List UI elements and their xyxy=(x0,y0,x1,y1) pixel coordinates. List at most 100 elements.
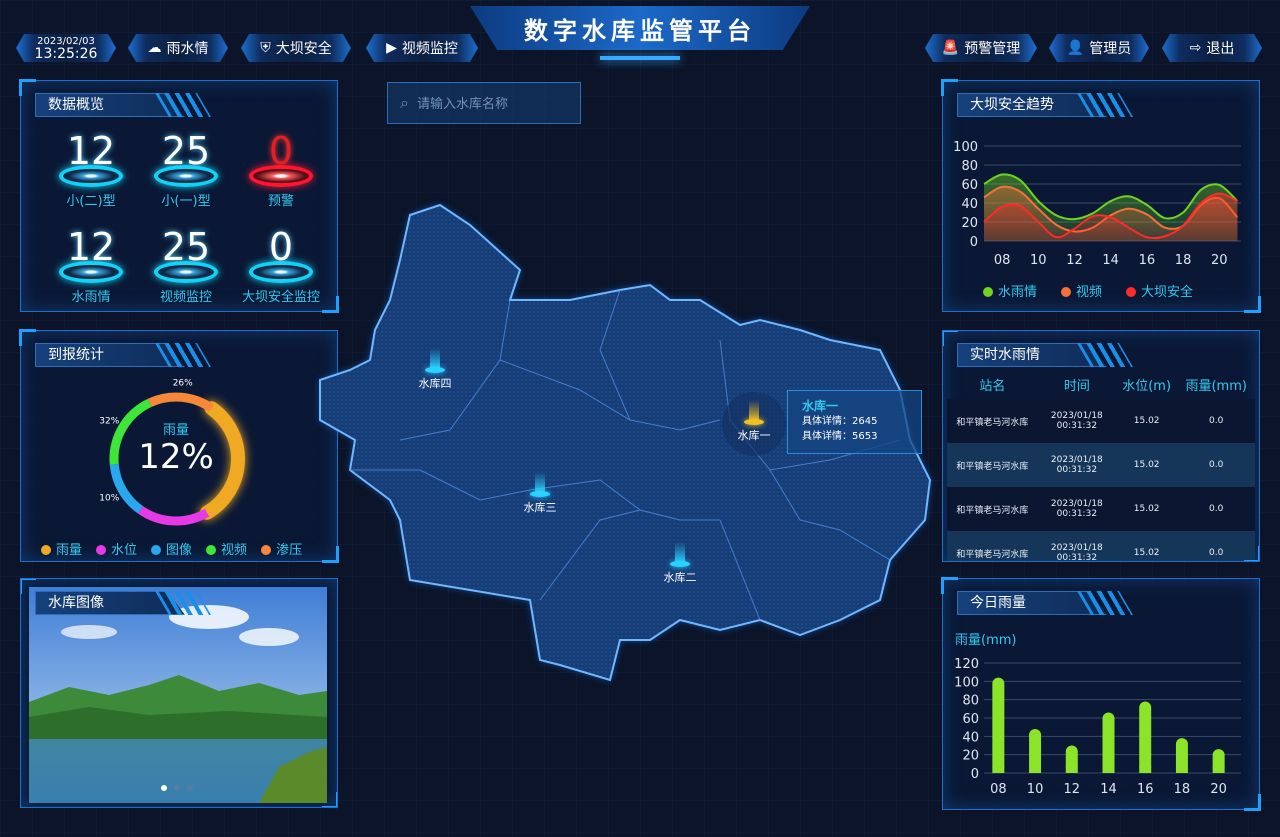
overview-panel: 数据概览 12 小(二)型 25 小(一)型 0 预警 12 水雨情 25 视频监控 0 大坝安全监控 xyxy=(19,79,339,313)
donut-segment[interactable] xyxy=(200,401,245,520)
legend-item: 渗压 xyxy=(261,539,302,558)
table-row[interactable]: 和平镇老马河水库 2023/01/18 00:31:32 15.02 0.0 xyxy=(947,531,1255,561)
stat-card[interactable]: 12 水雨情 xyxy=(46,227,136,305)
table-cell: 0.0 xyxy=(1177,443,1255,487)
stat-ring-icon xyxy=(154,165,218,187)
stat-card[interactable]: 0 大坝安全监控 xyxy=(236,227,326,305)
bar[interactable] xyxy=(992,677,1005,773)
table-cell: 15.02 xyxy=(1115,531,1178,561)
stat-label: 大坝安全监控 xyxy=(241,290,320,305)
legend-item: 雨量 xyxy=(41,539,82,558)
y-tick-label: 100 xyxy=(954,675,979,690)
x-tick-label: 14 xyxy=(1100,782,1117,797)
x-tick-label: 16 xyxy=(1137,782,1154,797)
bar-base xyxy=(1029,767,1042,773)
search-input[interactable] xyxy=(416,95,557,111)
table-row[interactable]: 和平镇老马河水库 2023/01/18 00:31:32 15.02 0.0 xyxy=(947,443,1255,487)
donut-segment[interactable] xyxy=(147,392,215,412)
stat-ring-icon xyxy=(249,165,313,187)
bar[interactable] xyxy=(1029,729,1042,773)
nav-rain-button[interactable]: ☁ 雨水情 xyxy=(128,34,228,62)
carousel-dot[interactable] xyxy=(161,785,167,791)
series-line[interactable] xyxy=(983,192,1238,240)
bar-base xyxy=(992,767,1005,773)
nav-dam-safety-button[interactable]: ⛨ 大坝安全 xyxy=(241,34,351,62)
table-cell: 0.0 xyxy=(1177,487,1255,531)
legend-label: 雨量 xyxy=(56,543,83,558)
title-glow xyxy=(600,56,680,60)
map-marker[interactable]: 水库二 xyxy=(650,542,710,585)
x-tick-label: 10 xyxy=(1030,253,1047,268)
marker-base xyxy=(744,419,764,425)
bar[interactable] xyxy=(1065,745,1078,774)
column-header: 雨量(mm) xyxy=(1185,378,1247,394)
x-tick-label: 12 xyxy=(1066,253,1083,268)
legend-label: 水雨情 xyxy=(998,285,1038,300)
tooltip-title: 水库一 xyxy=(802,399,839,413)
page-title: 数字水库监管平台 xyxy=(470,6,810,50)
panel-title: 水库图像 xyxy=(35,591,185,615)
bar-base xyxy=(1102,767,1115,773)
bar[interactable] xyxy=(1175,738,1188,773)
carousel-dot[interactable] xyxy=(174,785,180,791)
map-marker-selected[interactable]: 水库一 xyxy=(722,392,786,456)
shield-check-icon: ⛨ xyxy=(260,40,271,56)
time-text: 13:25:26 xyxy=(34,46,98,62)
video-camera-icon: ▶ xyxy=(386,40,397,56)
table-row[interactable]: 和平镇老马河水库 2023/01/18 00:31:32 15.02 0.0 xyxy=(947,487,1255,531)
y-tick-label: 0 xyxy=(970,235,978,250)
y-tick-label: 20 xyxy=(961,216,978,231)
legend-dot-icon xyxy=(261,545,272,555)
stat-label: 水雨情 xyxy=(71,290,111,305)
legend-dot-icon xyxy=(151,545,162,555)
legend-label: 视频 xyxy=(221,543,248,558)
stat-card[interactable]: 25 视频监控 xyxy=(141,227,231,305)
table-cell: 0.0 xyxy=(1177,399,1255,443)
y-tick-label: 0 xyxy=(971,767,979,782)
x-tick-label: 08 xyxy=(994,253,1011,268)
nav-alert-button[interactable]: 🚨 预警管理 xyxy=(925,34,1037,62)
stat-card[interactable]: 25 小(一)型 xyxy=(141,131,231,209)
table-cell: 和平镇老马河水库 xyxy=(947,399,1038,443)
column-header: 时间 xyxy=(1063,378,1090,394)
map-marker[interactable]: 水库三 xyxy=(510,472,570,515)
table-row[interactable]: 和平镇老马河水库 2023/01/18 00:31:32 15.02 0.0 xyxy=(947,399,1255,443)
stat-label: 小(一)型 xyxy=(161,194,211,209)
x-tick-label: 10 xyxy=(1027,782,1044,797)
y-tick-label: 40 xyxy=(962,730,979,745)
nav-admin-button[interactable]: 👤 管理员 xyxy=(1049,34,1149,62)
stat-card[interactable]: 0 预警 xyxy=(236,131,326,209)
y-tick-label: 120 xyxy=(954,657,979,672)
tooltip-row: 具体详情：5653 xyxy=(802,431,878,442)
donut-segment[interactable] xyxy=(109,463,144,514)
stat-label: 视频监控 xyxy=(159,290,212,305)
marker-label: 水库二 xyxy=(663,571,697,584)
bar[interactable] xyxy=(1102,712,1115,774)
stat-ring-icon xyxy=(154,261,218,283)
series-line[interactable] xyxy=(983,173,1239,221)
donut-segment[interactable] xyxy=(137,506,210,526)
series-area xyxy=(984,193,1238,241)
map-tooltip: 水库一 具体详情：2645 具体详情：5653 xyxy=(787,390,922,454)
logout-button[interactable]: ⇨ 退出 xyxy=(1162,34,1262,62)
search-icon: ⌕ xyxy=(400,93,409,112)
table-cell: 15.02 xyxy=(1115,487,1178,531)
table-cell: 2023/01/18 00:31:32 xyxy=(1037,443,1116,487)
y-tick-label: 60 xyxy=(961,178,978,193)
x-tick-label: 14 xyxy=(1102,253,1119,268)
carousel-dot[interactable] xyxy=(187,785,193,791)
stat-ring-icon xyxy=(249,261,313,283)
map-marker[interactable]: 水库四 xyxy=(405,348,465,391)
bar[interactable] xyxy=(1139,701,1152,774)
stat-card[interactable]: 12 小(二)型 xyxy=(46,131,136,209)
x-tick-label: 12 xyxy=(1064,782,1081,797)
search-box[interactable]: ⌕ xyxy=(387,82,581,124)
nav-video-button[interactable]: ▶ 视频监控 xyxy=(366,34,478,62)
dam-trend-chart: 0 20 40 60 80 100 08 10 12 14 16 18 20 xyxy=(953,140,1241,268)
x-tick-label: 20 xyxy=(1210,782,1227,797)
donut-segment[interactable] xyxy=(109,398,152,465)
donut-segment-label: 10% xyxy=(99,494,119,504)
stat-label: 预警 xyxy=(267,194,294,209)
legend-dot-icon xyxy=(1061,287,1072,297)
